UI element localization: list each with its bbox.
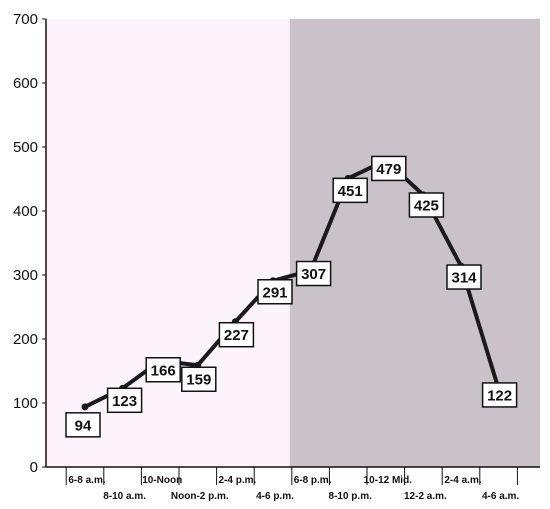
data-label: 227 xyxy=(219,323,253,347)
y-axis-ticks: 0 100 200 300 400 500 600 700 xyxy=(13,11,46,476)
data-label: 94 xyxy=(66,413,100,437)
x-tick-label: 10-Noon xyxy=(142,475,182,486)
x-tick-label: 8-10 a.m. xyxy=(103,491,146,502)
x-tick-label: 2-4 p.m. xyxy=(219,475,257,486)
data-label: 159 xyxy=(182,367,216,391)
data-label: 166 xyxy=(146,358,180,382)
y-tick-label: 300 xyxy=(13,267,38,284)
y-tick-label: 600 xyxy=(13,75,38,92)
data-label: 122 xyxy=(483,383,517,407)
data-label-text: 227 xyxy=(224,327,249,344)
data-point xyxy=(82,403,89,410)
data-label-text: 307 xyxy=(301,266,326,283)
data-label: 451 xyxy=(333,178,367,202)
x-axis: 6-8 a.m. 8-10 a.m. 10-Noon Noon-2 p.m. 2-4 p… xyxy=(66,467,519,502)
data-label: 479 xyxy=(372,156,406,180)
x-tick-label: 4-6 a.m. xyxy=(482,491,519,502)
data-label-text: 159 xyxy=(186,372,211,389)
data-label-text: 166 xyxy=(151,362,176,379)
data-label-text: 451 xyxy=(338,183,363,200)
data-label: 314 xyxy=(447,265,481,289)
data-label: 291 xyxy=(258,280,292,304)
data-label-text: 94 xyxy=(75,417,92,434)
y-tick-label: 200 xyxy=(13,331,38,348)
x-tick-label: 6-8 a.m. xyxy=(68,475,105,486)
x-tick-label: 2-4 a.m. xyxy=(444,475,481,486)
x-tick-label: Noon-2 p.m. xyxy=(171,491,229,502)
data-label-text: 291 xyxy=(262,284,287,301)
x-tick-label: 6-8 p.m. xyxy=(294,475,332,486)
data-label: 307 xyxy=(297,262,331,286)
data-label-text: 123 xyxy=(112,393,137,410)
y-tick-label: 400 xyxy=(13,203,38,220)
x-tick-label: 4-6 p.m. xyxy=(256,491,294,502)
data-label-text: 122 xyxy=(487,387,512,404)
x-tick-label: 10-12 Mid. xyxy=(364,475,413,486)
data-label-text: 314 xyxy=(451,270,477,287)
y-tick-label: 500 xyxy=(13,139,38,156)
day-background xyxy=(46,19,290,467)
y-tick-label: 700 xyxy=(13,11,38,28)
data-label: 425 xyxy=(409,193,443,217)
x-tick-label: 12-2 a.m. xyxy=(404,491,447,502)
y-tick-label: 100 xyxy=(13,395,38,412)
x-tick-label: 8-10 p.m. xyxy=(329,491,373,502)
data-label-text: 479 xyxy=(376,161,401,178)
data-label-text: 425 xyxy=(414,198,439,215)
y-tick-label: 0 xyxy=(30,459,38,476)
data-label: 123 xyxy=(108,388,142,412)
